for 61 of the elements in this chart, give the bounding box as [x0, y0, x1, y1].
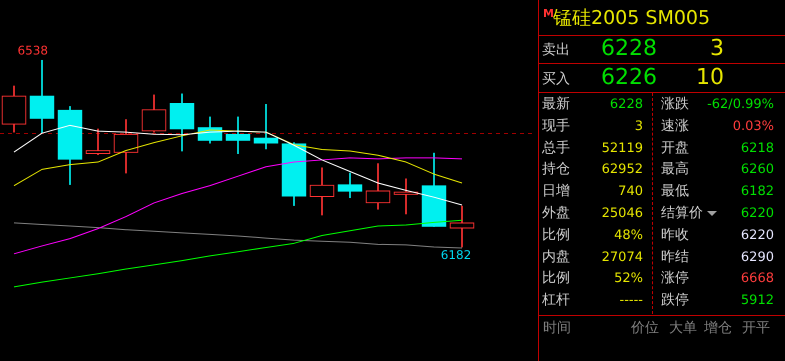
text: 6260: [740, 162, 774, 178]
text: 开平: [742, 320, 770, 336]
text: 最低: [661, 183, 689, 200]
text: 卖出: [542, 42, 570, 58]
text: 涨跌: [661, 96, 689, 112]
candlestick: [86, 128, 110, 156]
text: 内盘: [542, 248, 570, 265]
text: 6182: [740, 184, 774, 200]
text: 48%: [614, 228, 643, 243]
text: 52%: [614, 271, 643, 286]
text: 52119: [602, 140, 643, 156]
text: -----: [620, 293, 643, 308]
text: 27074: [602, 250, 643, 265]
text: 涨停: [661, 270, 689, 286]
text: 锰硅2005 SM005: [553, 7, 710, 29]
text: 开盘: [661, 140, 689, 156]
text: 5912: [740, 293, 774, 308]
text: 25046: [602, 206, 643, 221]
text: 昨收: [661, 226, 689, 243]
text: 持仓: [542, 161, 570, 178]
text: 时间: [543, 320, 571, 336]
text: 0.03%: [732, 118, 774, 134]
text: 现手: [542, 118, 570, 134]
text: 6182: [440, 248, 472, 262]
text: 10: [696, 65, 724, 90]
text: M: [543, 7, 554, 20]
text: 大单: [669, 320, 697, 336]
text: 6228: [601, 36, 657, 61]
text: 最高: [661, 161, 689, 178]
text: 比例: [542, 270, 570, 286]
text: 昨结: [661, 248, 689, 265]
text: 结算价: [661, 205, 703, 221]
text: 6218: [740, 140, 774, 156]
candlestick: [394, 178, 418, 214]
text: 比例: [542, 226, 570, 243]
candlestick: [310, 167, 334, 216]
text: 增仓: [704, 320, 732, 336]
text: 6220: [740, 228, 774, 243]
text: 外盘: [542, 205, 570, 221]
text: 3: [710, 36, 724, 61]
text: 62952: [602, 162, 643, 178]
text: 速涨: [661, 118, 689, 134]
text: 6220: [740, 206, 774, 221]
text: 价位: [631, 320, 659, 336]
text: 买入: [542, 71, 570, 87]
text: 6538: [17, 43, 48, 58]
text: 6228: [610, 97, 643, 112]
text: 跌停: [661, 292, 689, 308]
text: 日增: [542, 183, 570, 200]
candlestick: [450, 206, 474, 248]
text: 最新: [542, 96, 570, 112]
text: 6226: [601, 65, 657, 90]
candlestick: [254, 104, 278, 150]
text: 杠杆: [542, 292, 570, 308]
text: 总手: [542, 140, 570, 156]
text: 6668: [740, 271, 774, 286]
text: -62/0.99%: [707, 97, 774, 112]
text: 740: [618, 184, 643, 200]
text: 3: [634, 118, 643, 134]
candlestick: [226, 116, 250, 154]
text: 6290: [740, 250, 774, 265]
